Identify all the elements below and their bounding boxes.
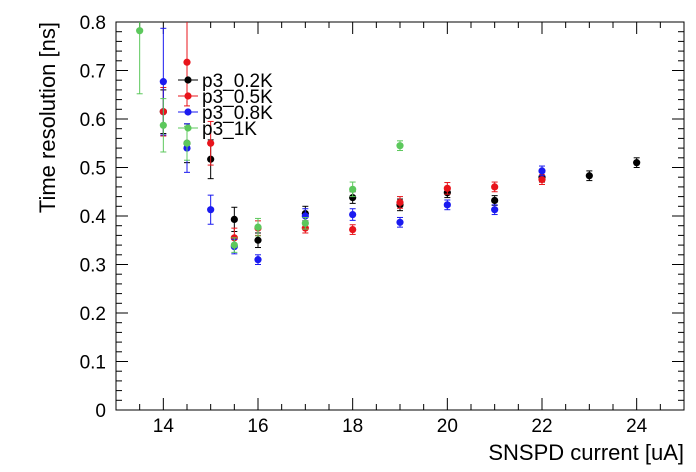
data-point	[183, 58, 191, 66]
legend-label: p3_0.2K	[202, 71, 273, 92]
data-series	[136, 22, 641, 265]
data-point	[396, 142, 404, 150]
data-point	[159, 121, 167, 129]
legend-item: p3_1K	[178, 119, 257, 140]
data-point	[349, 225, 357, 234]
data-point	[443, 184, 451, 192]
x-axis-tick-labels: 14 16 18 20 22 24	[153, 416, 648, 437]
data-point	[491, 183, 499, 191]
data-point	[491, 196, 499, 205]
x-tick-label: 18	[342, 416, 363, 437]
series-p3_0.8K	[159, 27, 546, 265]
data-point	[585, 172, 593, 180]
x-tick-label: 20	[437, 416, 458, 437]
data-point	[396, 198, 404, 207]
data-point	[349, 193, 357, 202]
data-point	[136, 27, 144, 35]
legend-label: p3_1K	[202, 119, 257, 140]
y-tick-label: 0.4	[80, 207, 107, 228]
legend-marker	[184, 108, 192, 116]
data-point	[538, 167, 546, 175]
data-point	[349, 185, 357, 193]
data-point	[183, 139, 191, 147]
data-point	[443, 201, 451, 209]
data-point	[230, 241, 238, 249]
x-tick-label: 24	[626, 416, 648, 437]
x-axis-label: SNSPD current [uA]	[488, 440, 684, 465]
legend-label: p3_0.5K	[202, 87, 273, 108]
data-point	[538, 176, 546, 184]
legend-item: p3_0.2K	[178, 71, 273, 92]
data-point	[349, 210, 357, 219]
legend-label: p3_0.8K	[202, 103, 273, 124]
series-p3_1K	[136, 22, 404, 253]
y-tick-label: 0.1	[80, 353, 106, 374]
y-axis-label: Time resolution [ns]	[35, 22, 60, 213]
y-tick-label: 0.2	[80, 304, 106, 325]
data-point	[230, 215, 238, 223]
y-tick-label: 0	[95, 401, 106, 422]
data-point	[207, 139, 215, 147]
data-point	[491, 206, 499, 214]
data-point	[301, 219, 309, 227]
data-point	[396, 218, 404, 226]
legend-item: p3_0.5K	[178, 87, 273, 108]
legend-marker	[184, 124, 192, 132]
data-point	[254, 256, 262, 264]
data-point	[254, 236, 262, 244]
x-tick-label: 22	[531, 416, 552, 437]
y-axis-ticks	[116, 21, 684, 411]
data-point	[254, 223, 262, 231]
data-point	[633, 159, 641, 167]
data-point	[159, 78, 167, 86]
y-tick-label: 0.5	[80, 159, 106, 180]
legend-item: p3_0.8K	[178, 103, 273, 124]
y-tick-label: 0.8	[80, 13, 106, 34]
legend-marker	[184, 76, 192, 84]
x-tick-label: 16	[247, 416, 268, 437]
x-tick-label: 14	[153, 416, 175, 437]
y-tick-label: 0.3	[80, 256, 106, 277]
y-tick-label: 0.6	[80, 110, 106, 131]
y-axis-tick-labels: 0 0.1 0.2 0.3 0.4 0.5 0.6 0.7 0.8	[80, 13, 107, 422]
legend-marker	[184, 92, 192, 100]
y-tick-label: 0.7	[80, 62, 106, 83]
data-point	[207, 206, 215, 214]
